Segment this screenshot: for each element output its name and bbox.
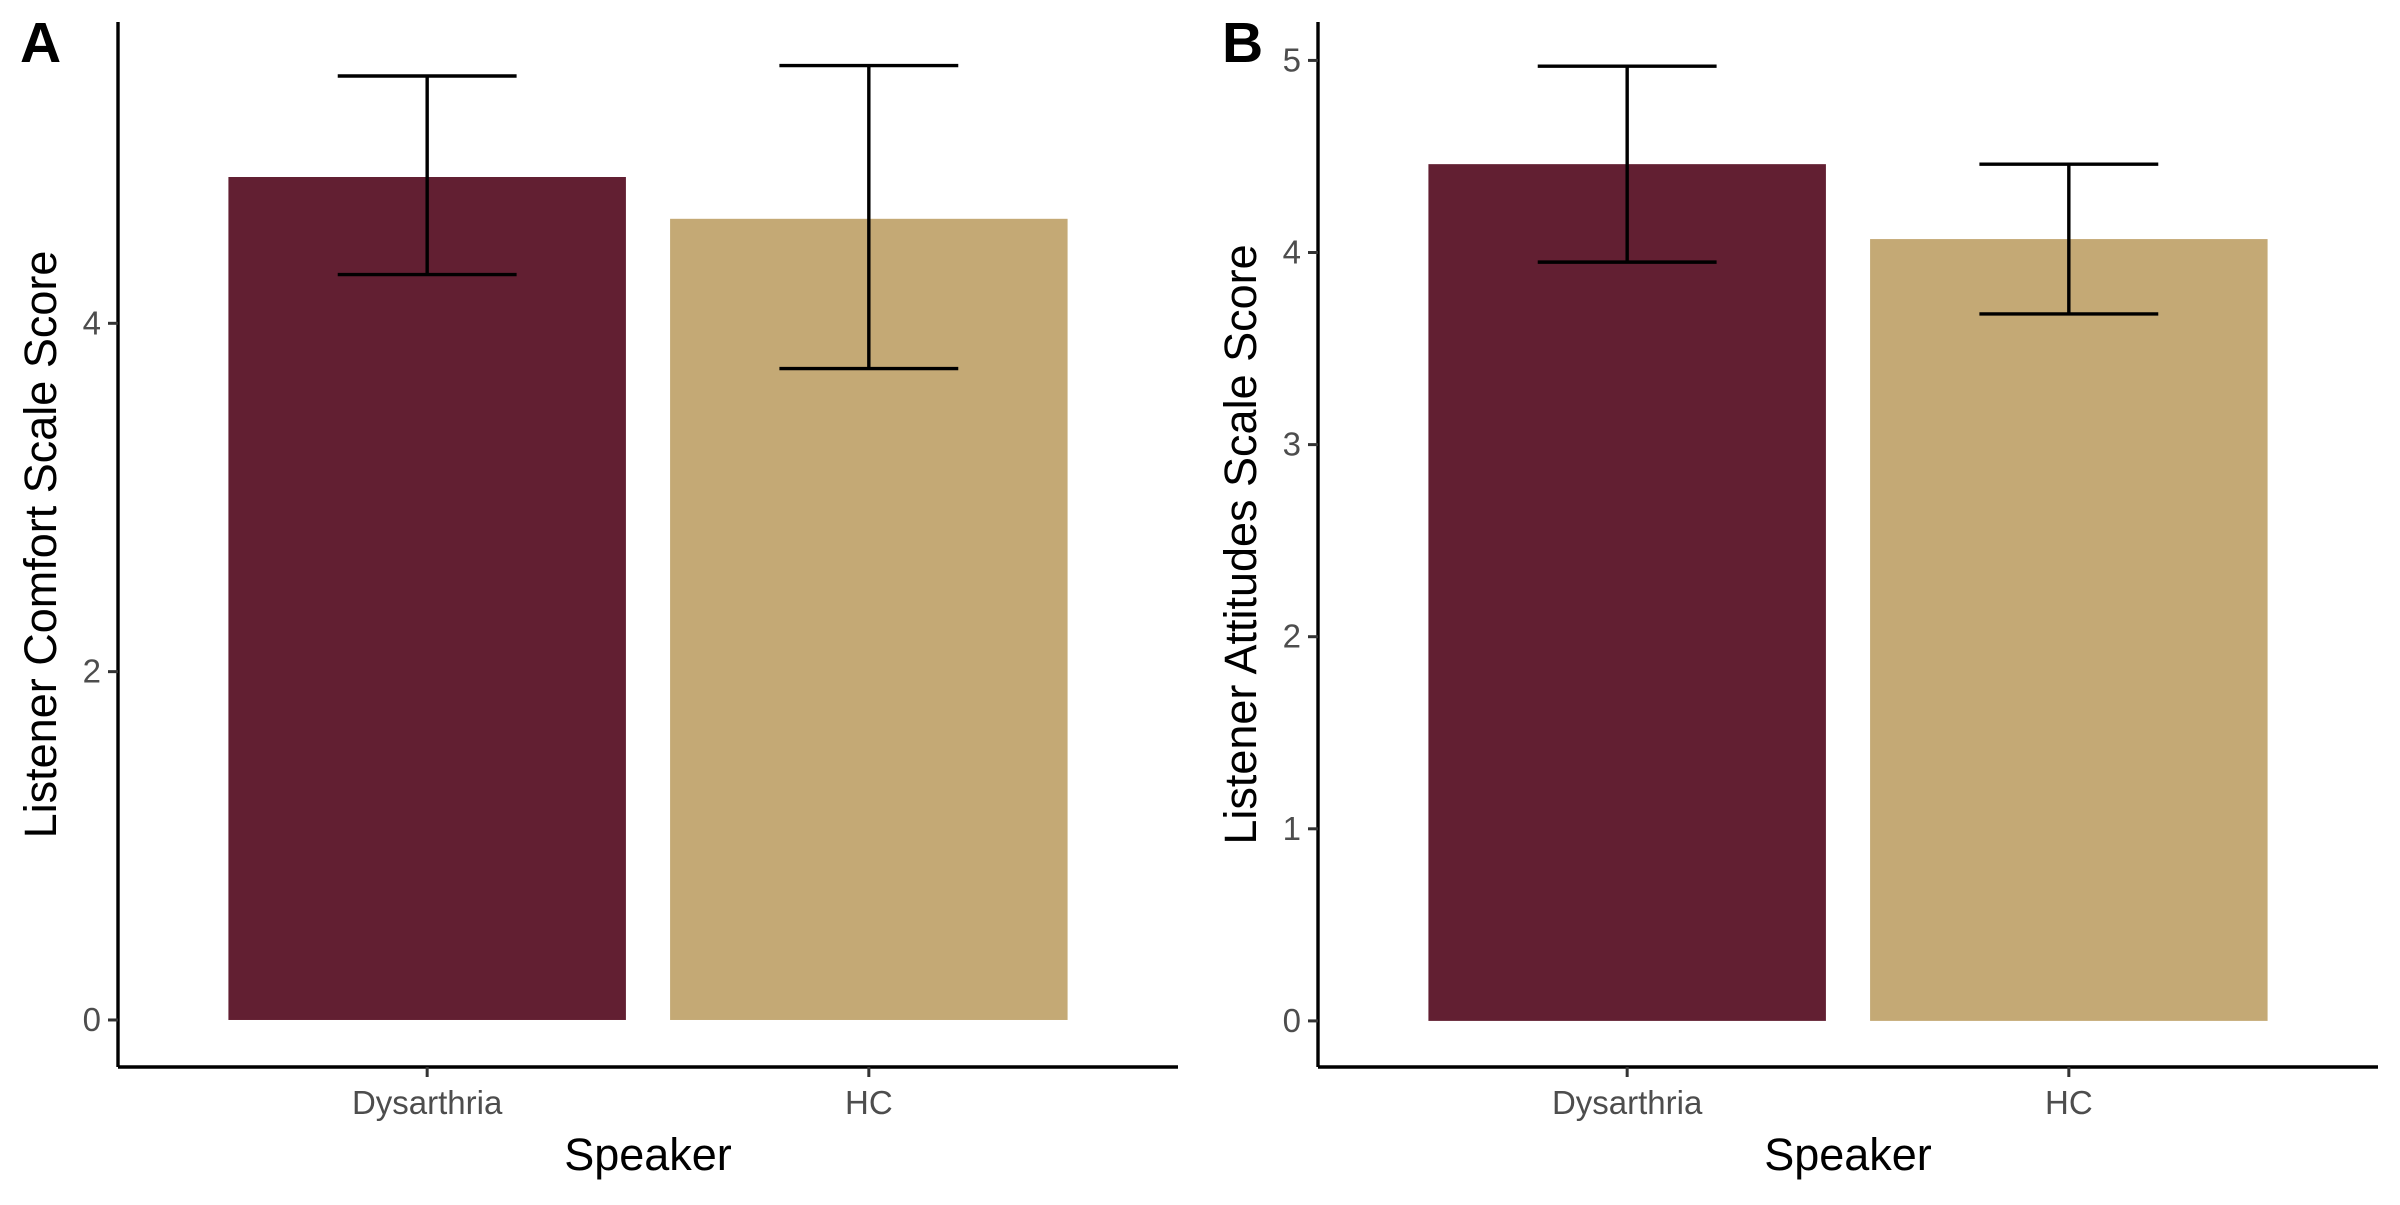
- panel-a-y-tick-label: 0: [83, 1001, 101, 1038]
- panel-b-y-axis-title: Listener Attitudes Scale Score: [1215, 244, 1266, 844]
- panel-a-y-tick-label: 4: [83, 304, 101, 341]
- panel-b-errorbar-dysarthria: [1537, 64, 1717, 264]
- panel-a-tag: A: [20, 11, 61, 75]
- panel-b-y-tick-label: 0: [1283, 1002, 1301, 1039]
- panel-b-y-tick-label: 4: [1283, 234, 1301, 271]
- panel-a-errorbar-dysarthria: [337, 74, 517, 277]
- panel-a-x-tick-label: Dysarthria: [352, 1084, 503, 1121]
- panel-a-errorbar-hc: [779, 63, 959, 371]
- panel-b-errorbar-hc: [1979, 162, 2159, 316]
- panel-b-bar-dysarthria: [1428, 164, 1826, 1021]
- panel-b-bar-hc: [1870, 239, 2268, 1021]
- panel-b-x-axis-title: Speaker: [1764, 1129, 1932, 1180]
- panel-a-x-axis-title: Speaker: [564, 1129, 732, 1180]
- panel-b-tag: B: [1222, 11, 1263, 75]
- panel-b-y-tick-label: 3: [1283, 426, 1301, 463]
- panel-a: A 0 2 4 Dysarthria HC Speaker Listener Comfort …: [15, 11, 1178, 1180]
- panel-b-y-tick-label: 2: [1283, 618, 1301, 655]
- panel-a-bar-dysarthria: [228, 177, 626, 1020]
- panel-a-x-tick-label: HC: [845, 1084, 893, 1121]
- panel-b-y-tick-label: 1: [1283, 810, 1301, 847]
- panel-a-y-axis-title: Listener Comfort Scale Score: [15, 251, 66, 839]
- panel-a-y-tick-label: 2: [83, 653, 101, 690]
- panel-b-x-tick-label: Dysarthria: [1552, 1084, 1703, 1121]
- panel-b-y-tick-label: 5: [1283, 41, 1301, 78]
- panel-b: B 0 1 2 3 4 5 Dysarthria HC Speaker Listener Attit…: [1215, 11, 2378, 1180]
- panel-b-x-tick-label: HC: [2045, 1084, 2093, 1121]
